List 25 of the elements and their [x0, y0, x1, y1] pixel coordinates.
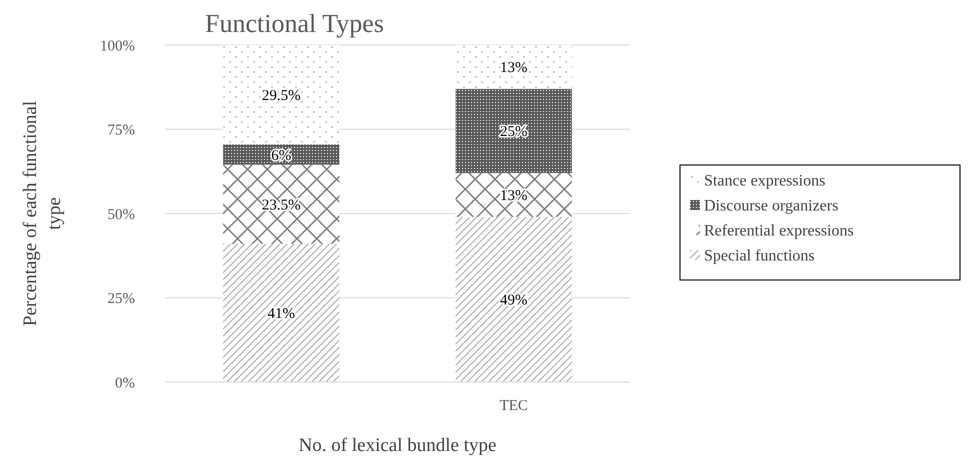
y-tick-label: 0% — [115, 375, 135, 392]
bar — [223, 244, 340, 382]
data-label: 13% — [500, 188, 528, 204]
y-tick-label: 100% — [100, 38, 135, 54]
bar — [223, 164, 340, 244]
data-label: 29.5% — [262, 88, 301, 104]
bar — [456, 173, 572, 217]
y-axis-title: Percentage of each functional type — [20, 100, 65, 326]
data-label: 41% — [268, 306, 295, 322]
y-tick-label: 75% — [108, 122, 135, 138]
legend-label: Stance expressions — [704, 172, 826, 190]
legend-label: Referential expressions — [704, 222, 854, 240]
data-label: 49% — [500, 292, 528, 309]
bar — [456, 216, 572, 382]
data-label: 23.5% — [262, 197, 301, 214]
x-axis-title: No. of lexical bundle type — [298, 435, 496, 456]
data-label: 13% — [500, 60, 528, 76]
y-tick-label: 50% — [108, 206, 135, 223]
legend-label: Discourse organizers — [704, 198, 838, 215]
chart-title: Functional Types — [205, 9, 384, 38]
data-label: 6% — [271, 148, 292, 164]
data-label: 25% — [500, 124, 528, 140]
x-tick-label: TEC — [500, 398, 528, 414]
legend-label: Special functions — [704, 248, 815, 265]
y-tick-label: 25% — [108, 291, 135, 307]
